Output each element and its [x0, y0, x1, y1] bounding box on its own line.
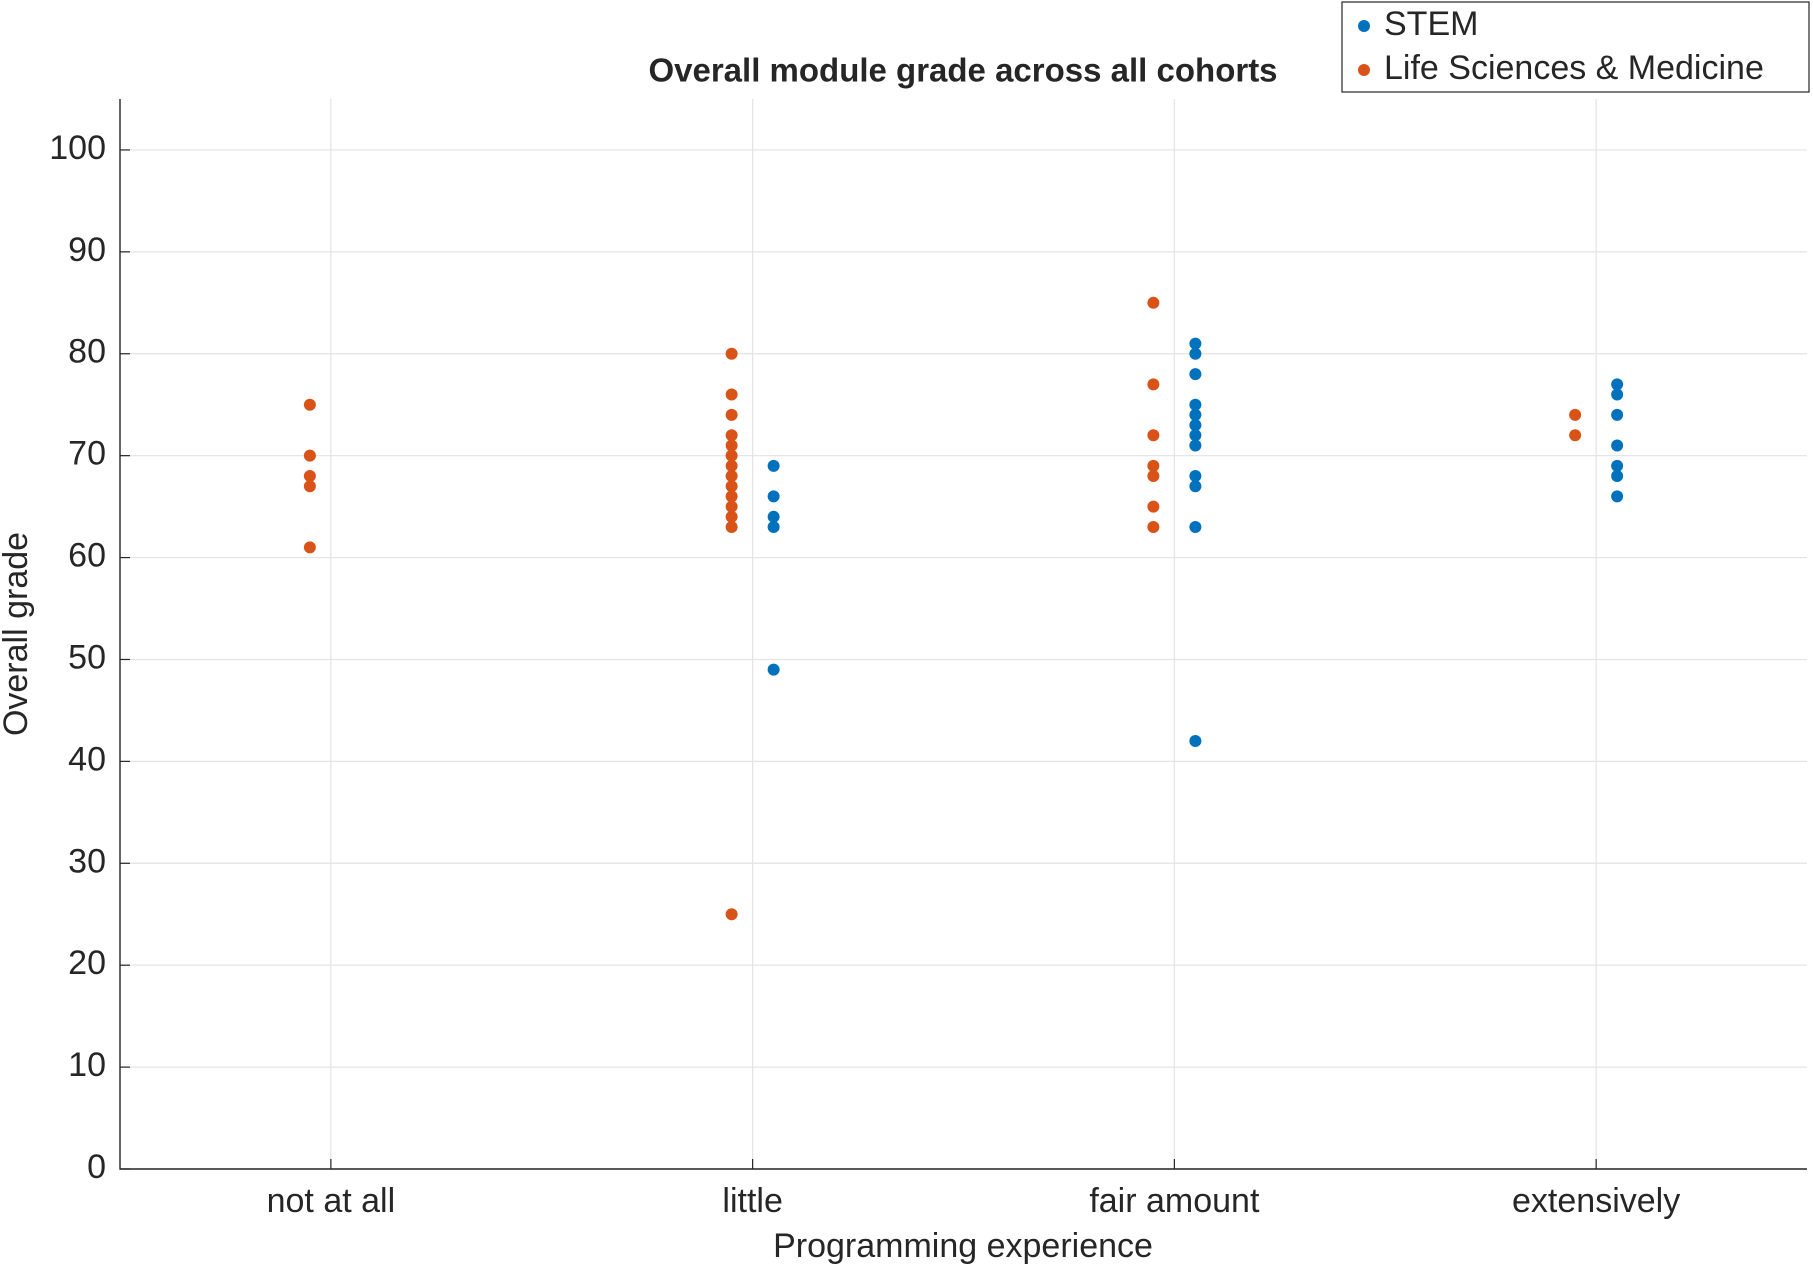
point — [303, 480, 316, 493]
legend-label: STEM — [1384, 5, 1478, 43]
x-tick-label: little — [722, 1182, 782, 1220]
point — [725, 439, 738, 452]
y-tick-label: 0 — [87, 1148, 106, 1186]
chart-title: Overall module grade across all cohorts — [648, 52, 1277, 89]
point — [1147, 378, 1160, 391]
point — [1611, 459, 1624, 472]
y-tick-label: 80 — [68, 333, 106, 371]
point — [1189, 470, 1202, 483]
point — [1189, 408, 1202, 421]
y-tick-label: 10 — [68, 1046, 106, 1084]
point — [725, 510, 738, 523]
point — [725, 347, 738, 360]
axes — [119, 99, 1807, 1170]
point — [1147, 429, 1160, 442]
point — [725, 908, 738, 921]
point — [725, 388, 738, 401]
point — [1611, 388, 1624, 401]
point — [725, 490, 738, 503]
point — [1611, 439, 1624, 452]
point — [1569, 429, 1582, 442]
point — [725, 459, 738, 472]
y-tick-label: 40 — [68, 740, 106, 778]
point — [725, 449, 738, 462]
y-tick-label: 100 — [49, 129, 106, 167]
point — [725, 470, 738, 483]
point — [1189, 439, 1202, 452]
y-tick-label: 70 — [68, 435, 106, 473]
point — [303, 541, 316, 554]
y-tick-label: 60 — [68, 537, 106, 575]
point — [1189, 521, 1202, 533]
y-tick-label: 20 — [68, 944, 106, 982]
point — [1611, 470, 1624, 483]
point — [767, 521, 780, 533]
y-tick-label: 30 — [68, 842, 106, 880]
x-tick-label: fair amount — [1089, 1182, 1260, 1220]
point — [767, 663, 780, 676]
legend-marker — [1358, 20, 1370, 32]
point — [1189, 480, 1202, 493]
point — [725, 429, 738, 442]
point — [1189, 398, 1202, 411]
y-tick-label: 90 — [68, 231, 106, 269]
point — [1147, 470, 1160, 483]
point — [1189, 429, 1202, 442]
x-tick-label: not at all — [267, 1182, 396, 1220]
point — [303, 470, 316, 483]
point — [1189, 368, 1202, 381]
point — [1611, 490, 1624, 503]
point — [725, 408, 738, 421]
point — [725, 521, 738, 533]
point — [767, 490, 780, 503]
point — [1147, 459, 1160, 472]
x-tick-label: extensively — [1512, 1182, 1680, 1220]
point — [1569, 408, 1582, 421]
point — [1147, 296, 1160, 309]
point — [1189, 347, 1202, 360]
y-axis-label: Overall grade — [0, 532, 35, 736]
x-axis-label: Programming experience — [773, 1227, 1153, 1265]
y-tick-label: 50 — [68, 638, 106, 676]
point — [303, 398, 316, 411]
point — [303, 449, 316, 462]
point — [1189, 419, 1202, 432]
point — [767, 510, 780, 523]
point — [1189, 735, 1202, 747]
point — [1147, 500, 1160, 513]
point — [1611, 408, 1624, 421]
point — [1189, 337, 1202, 350]
point — [1147, 521, 1160, 533]
legend-label: Life Sciences & Medicine — [1384, 49, 1764, 87]
point — [725, 480, 738, 493]
legend-marker — [1358, 64, 1370, 76]
point — [725, 500, 738, 513]
point — [767, 459, 780, 472]
point — [1611, 378, 1624, 391]
legend-box — [1341, 1, 1810, 93]
